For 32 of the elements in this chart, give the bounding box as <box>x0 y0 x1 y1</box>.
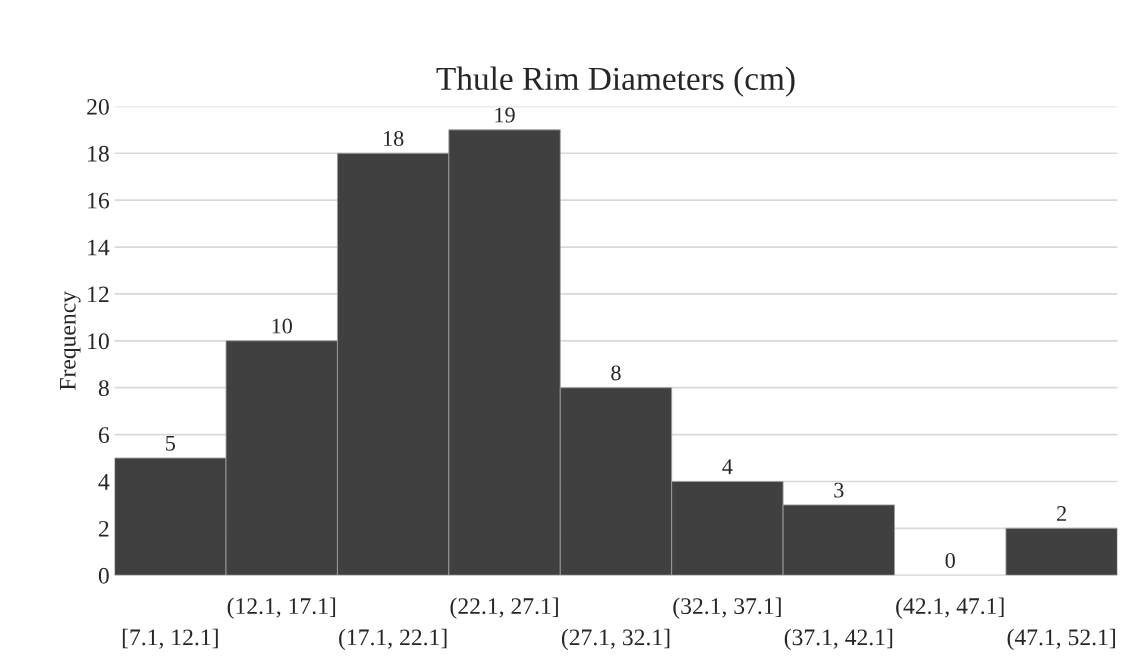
y-tick-label: 12 <box>88 286 109 303</box>
y-tick-label: 18 <box>88 145 109 162</box>
y-tick-label: 14 <box>88 239 110 256</box>
x-tick-label: (42.1, 47.1] <box>896 597 1004 619</box>
y-axis-title: Frequency <box>60 291 81 390</box>
data-label: 2 <box>1057 506 1066 521</box>
x-tick-label: (27.1, 32.1] <box>561 628 670 651</box>
x-tick-label: (17.1, 22.1] <box>339 628 447 651</box>
y-tick-label: 6 <box>98 427 110 443</box>
x-tick-label: [7.1, 12.1] <box>122 628 218 649</box>
y-tick-label: 16 <box>88 192 110 209</box>
data-label: 10 <box>272 318 292 334</box>
x-tick-label: (47.1, 52.1] <box>1007 628 1115 651</box>
data-label: 4 <box>722 459 733 474</box>
data-label: 8 <box>611 365 621 381</box>
data-label: 5 <box>166 435 175 451</box>
x-tick-label: (37.1, 42.1] <box>784 628 893 651</box>
y-tick-label: 2 <box>98 520 109 537</box>
bar <box>1005 527 1118 576</box>
x-tick-label: (22.1, 27.1] <box>450 597 558 619</box>
y-tick-label: 0 <box>98 567 109 584</box>
x-tick-label: (32.1, 37.1] <box>673 597 781 619</box>
x-tick-label: (12.1, 17.1] <box>227 597 336 619</box>
y-tick-label: 8 <box>98 380 109 397</box>
data-label: 0 <box>945 552 955 568</box>
data-label: 18 <box>383 130 404 146</box>
chart-title: Thule Rim Diameters (cm) <box>436 66 795 97</box>
y-tick-label: 4 <box>98 474 110 490</box>
y-tick-label: 20 <box>87 98 109 115</box>
data-label: 19 <box>495 107 515 123</box>
data-label: 3 <box>834 482 844 498</box>
y-tick-label: 10 <box>88 333 109 350</box>
